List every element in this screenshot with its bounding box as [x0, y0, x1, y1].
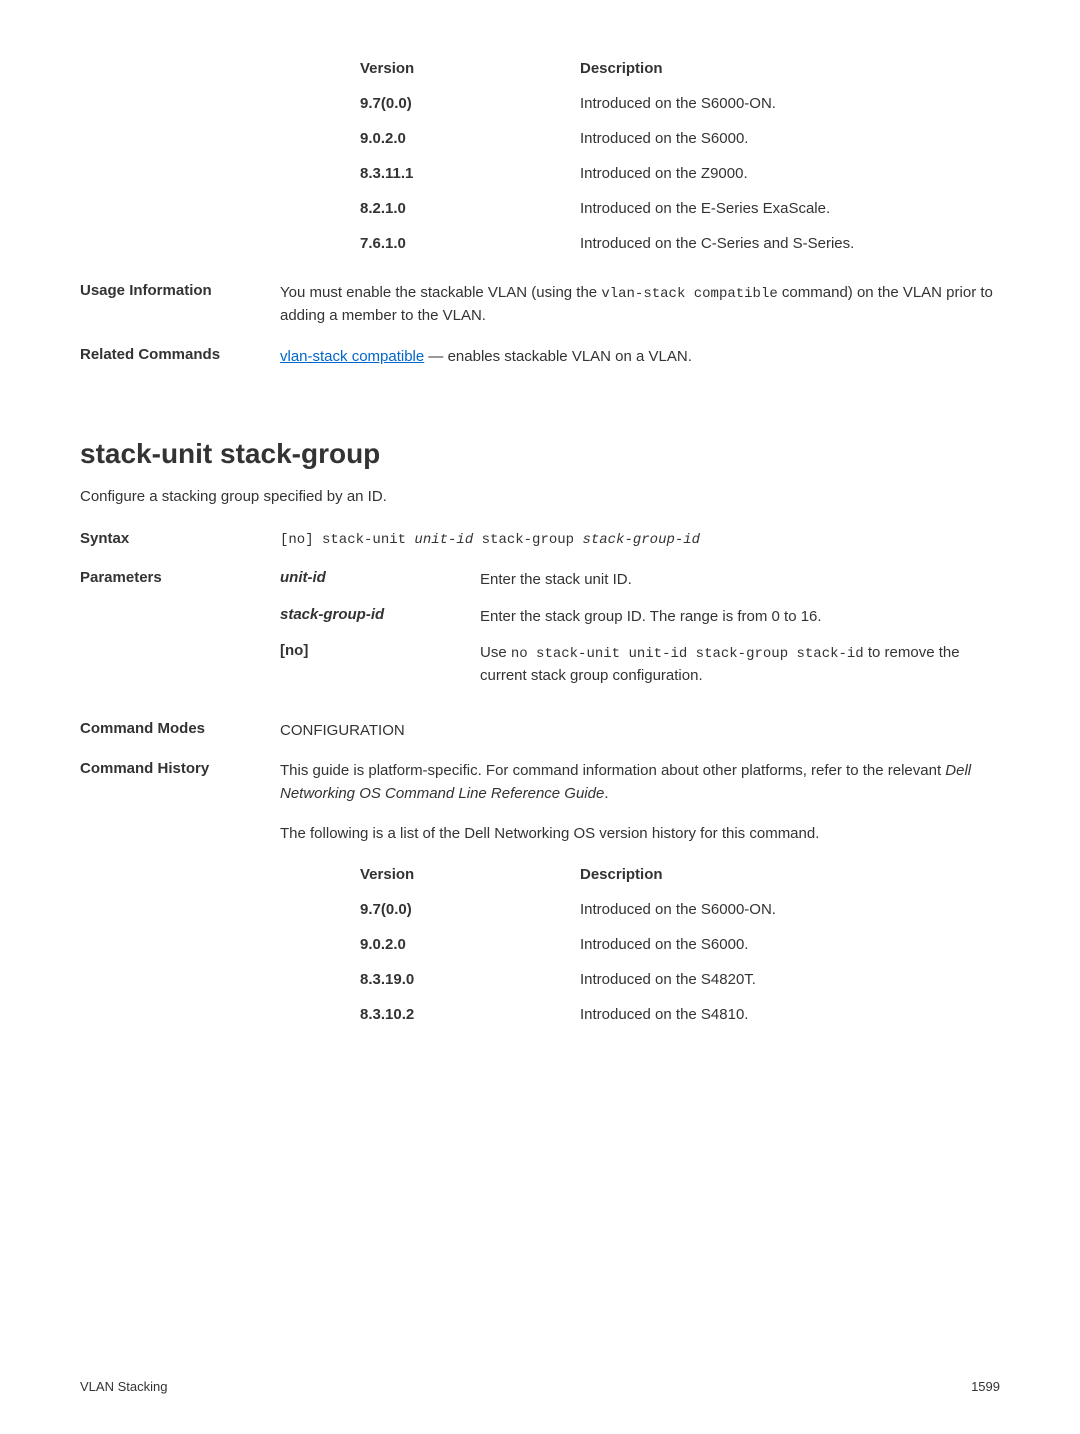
- table-row: 8.2.1.0 Introduced on the E-Series ExaSc…: [360, 200, 1000, 217]
- header-description: Description: [580, 60, 1000, 77]
- syntax-content: [no] stack-unit unit-id stack-group stac…: [280, 530, 1000, 551]
- header-description: Description: [580, 866, 1000, 883]
- param-row: stack-group-id Enter the stack group ID.…: [280, 606, 1000, 629]
- version-cell: 7.6.1.0: [360, 235, 580, 252]
- parameters-content: unit-id Enter the stack unit ID. stack-g…: [280, 569, 1000, 702]
- ch-para1-2: .: [604, 785, 608, 802]
- table-row: 8.3.10.2 Introduced on the S4810.: [360, 1006, 1000, 1023]
- version-cell: 8.3.11.1: [360, 165, 580, 182]
- command-history-label: Command History: [80, 760, 280, 846]
- version-cell: 8.3.10.2: [360, 1006, 580, 1023]
- version-cell: 9.0.2.0: [360, 936, 580, 953]
- description-cell: Introduced on the S6000.: [580, 936, 1000, 953]
- param-desc: Use no stack-unit unit-id stack-group st…: [480, 642, 1000, 688]
- table-row: 8.3.19.0 Introduced on the S4820T.: [360, 971, 1000, 988]
- syntax-text-1: [no] stack-unit: [280, 532, 414, 548]
- parameters-section: Parameters unit-id Enter the stack unit …: [80, 569, 1000, 702]
- description-cell: Introduced on the E-Series ExaScale.: [580, 200, 1000, 217]
- version-cell: 8.2.1.0: [360, 200, 580, 217]
- related-commands-section: Related Commands vlan-stack compatible —…: [80, 346, 1000, 369]
- param-desc: Enter the stack unit ID.: [480, 569, 1000, 592]
- usage-information-section: Usage Information You must enable the st…: [80, 282, 1000, 328]
- syntax-italic-2: stack-group-id: [582, 532, 700, 548]
- command-history-para-2: The following is a list of the Dell Netw…: [280, 823, 1000, 846]
- param-row: [no] Use no stack-unit unit-id stack-gro…: [280, 642, 1000, 688]
- version-cell: 8.3.19.0: [360, 971, 580, 988]
- related-commands-content: vlan-stack compatible — enables stackabl…: [280, 346, 1000, 369]
- version-cell: 9.7(0.0): [360, 901, 580, 918]
- description-cell: Introduced on the S4810.: [580, 1006, 1000, 1023]
- param-desc-code: no stack-unit unit-id stack-group stack-…: [511, 646, 864, 662]
- description-cell: Introduced on the S6000-ON.: [580, 95, 1000, 112]
- usage-text-1: You must enable the stackable VLAN (usin…: [280, 284, 601, 301]
- page-footer: VLAN Stacking 1599: [80, 1379, 1000, 1394]
- description-cell: Introduced on the Z9000.: [580, 165, 1000, 182]
- table-row: 7.6.1.0 Introduced on the C-Series and S…: [360, 235, 1000, 252]
- section-subtitle: Configure a stacking group specified by …: [80, 488, 1000, 505]
- header-version: Version: [360, 866, 580, 883]
- command-history-content: This guide is platform-specific. For com…: [280, 760, 1000, 846]
- command-modes-section: Command Modes CONFIGURATION: [80, 720, 1000, 743]
- related-commands-text: — enables stackable VLAN on a VLAN.: [424, 348, 692, 365]
- param-name: unit-id: [280, 569, 480, 592]
- related-commands-label: Related Commands: [80, 346, 280, 369]
- parameters-label: Parameters: [80, 569, 280, 702]
- table-row: 9.7(0.0) Introduced on the S6000-ON.: [360, 95, 1000, 112]
- description-cell: Introduced on the S6000-ON.: [580, 901, 1000, 918]
- table-header: Version Description: [360, 60, 1000, 77]
- syntax-text-2: stack-group: [473, 532, 582, 548]
- command-modes-label: Command Modes: [80, 720, 280, 743]
- usage-info-content: You must enable the stackable VLAN (usin…: [280, 282, 1000, 328]
- description-cell: Introduced on the S6000.: [580, 130, 1000, 147]
- syntax-label: Syntax: [80, 530, 280, 551]
- command-history-para-1: This guide is platform-specific. For com…: [280, 760, 1000, 805]
- section-heading: stack-unit stack-group: [80, 438, 1000, 470]
- footer-left: VLAN Stacking: [80, 1379, 167, 1394]
- param-desc: Enter the stack group ID. The range is f…: [480, 606, 1000, 629]
- description-cell: Introduced on the C-Series and S-Series.: [580, 235, 1000, 252]
- table-header: Version Description: [360, 866, 1000, 883]
- version-history-table-2: Version Description 9.7(0.0) Introduced …: [360, 866, 1000, 1023]
- version-cell: 9.0.2.0: [360, 130, 580, 147]
- command-history-section: Command History This guide is platform-s…: [80, 760, 1000, 846]
- version-history-table-1: Version Description 9.7(0.0) Introduced …: [360, 60, 1000, 252]
- param-row: unit-id Enter the stack unit ID.: [280, 569, 1000, 592]
- table-row: 9.7(0.0) Introduced on the S6000-ON.: [360, 901, 1000, 918]
- vlan-stack-compatible-link[interactable]: vlan-stack compatible: [280, 348, 424, 365]
- command-modes-value: CONFIGURATION: [280, 720, 1000, 743]
- table-row: 9.0.2.0 Introduced on the S6000.: [360, 130, 1000, 147]
- param-name: stack-group-id: [280, 606, 480, 629]
- usage-code: vlan-stack compatible: [601, 286, 777, 302]
- version-cell: 9.7(0.0): [360, 95, 580, 112]
- syntax-italic-1: unit-id: [414, 532, 473, 548]
- param-desc-1: Use: [480, 644, 511, 661]
- description-cell: Introduced on the S4820T.: [580, 971, 1000, 988]
- syntax-section: Syntax [no] stack-unit unit-id stack-gro…: [80, 530, 1000, 551]
- ch-para1-1: This guide is platform-specific. For com…: [280, 762, 945, 779]
- param-name: [no]: [280, 642, 480, 688]
- footer-right: 1599: [971, 1379, 1000, 1394]
- table-row: 8.3.11.1 Introduced on the Z9000.: [360, 165, 1000, 182]
- header-version: Version: [360, 60, 580, 77]
- usage-info-label: Usage Information: [80, 282, 280, 328]
- table-row: 9.0.2.0 Introduced on the S6000.: [360, 936, 1000, 953]
